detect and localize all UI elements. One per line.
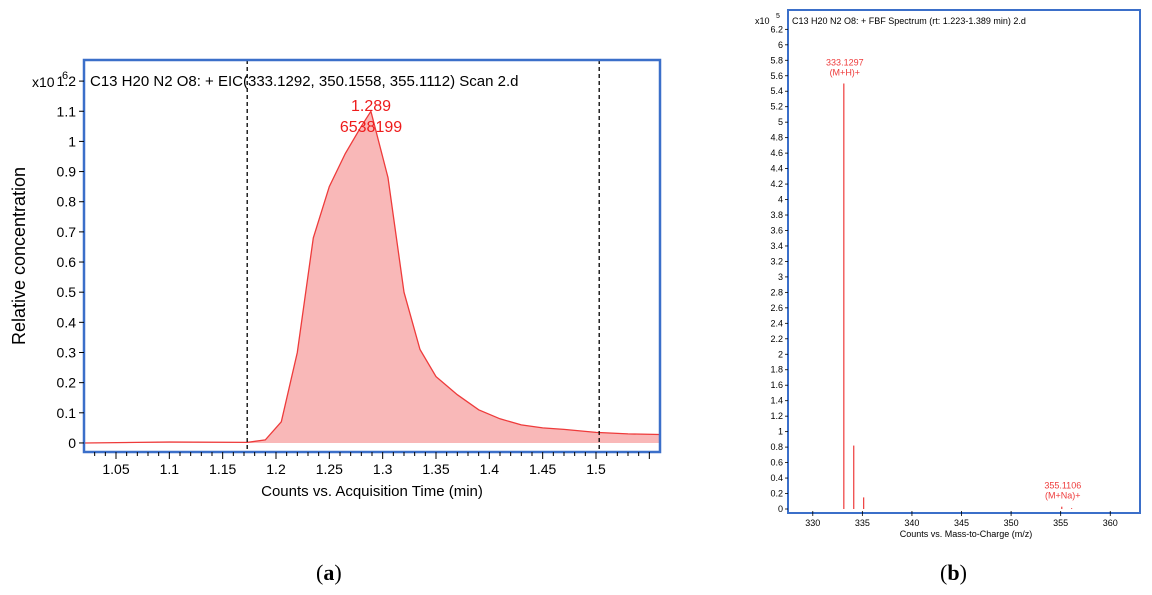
chart-a-y-tick-label: 0.8 <box>57 194 77 210</box>
chart-b-y-tick-label: 1.4 <box>770 396 783 406</box>
chart-a-y-tick-label: 0.9 <box>57 164 77 180</box>
chart-b-y-tick-label: 3.2 <box>770 256 783 266</box>
chart-a-x-tick-label: 1.45 <box>529 461 556 477</box>
chart-a-x-tick-label: 1.05 <box>102 461 129 477</box>
chart-a-y-axis-label: Relative concentration <box>9 167 29 345</box>
chart-b-x-axis-label: Counts vs. Mass-to-Charge (m/z) <box>900 529 1033 539</box>
chart-b-y-tick-label: 0.2 <box>770 489 783 499</box>
chart-b-y-tick-label: 2.2 <box>770 334 783 344</box>
chart-b-y-tick-label: 5.2 <box>770 102 783 112</box>
chart-b-y-tick-label: 3.4 <box>770 241 783 251</box>
caption-a-letter: a <box>323 560 335 585</box>
chart-a-x-axis-label: Counts vs. Acquisition Time (min) <box>261 483 483 500</box>
chart-b-y-tick-label: 1.8 <box>770 365 783 375</box>
caption-b: (b) <box>940 560 967 586</box>
chart-a-y-tick-label: 1 <box>68 133 76 149</box>
caption-a: (a) <box>316 560 342 586</box>
chart-b-x-tick-label: 360 <box>1103 518 1118 528</box>
chart-a-y-tick-label: 0.2 <box>57 375 77 391</box>
chart-b-x-tick-label: 340 <box>904 518 919 528</box>
chart-b-y-tick-label: 1 <box>778 427 783 437</box>
chart-a-x-tick-label: 1.1 <box>160 461 180 477</box>
chart-b-annotation: (M+Na)+ <box>1045 491 1081 501</box>
chart-b-y-tick-label: 2.6 <box>770 303 783 313</box>
chart-b-x-tick-label: 345 <box>954 518 969 528</box>
chart-b-x-tick-label: 355 <box>1053 518 1068 528</box>
chart-b-y-tick-label: 4 <box>778 195 783 205</box>
chart-a-y-exponent: 6 <box>62 70 68 82</box>
chart-b-y-tick-label: 1.2 <box>770 411 783 421</box>
chart-a-x-tick-label: 1.2 <box>266 461 286 477</box>
chart-b-y-tick-label: 6 <box>778 40 783 50</box>
caption-b-letter: b <box>947 560 960 585</box>
chart-b-y-tick-label: 4.2 <box>770 179 783 189</box>
chart-b-y-tick-label: 0 <box>778 504 783 514</box>
chart-a-area <box>84 111 660 444</box>
chart-b-y-tick-label: 6.2 <box>770 24 783 34</box>
chart-b-y-tick-label: 2.8 <box>770 287 783 297</box>
chart-a-y-tick-label: 0.1 <box>57 405 77 421</box>
chart-b-y-tick-label: 0.6 <box>770 458 783 468</box>
chart-a-x-tick-label: 1.15 <box>209 461 236 477</box>
chart-b-y-tick-label: 4.8 <box>770 133 783 143</box>
caption-a-open: ( <box>316 560 324 585</box>
chart-b-annotation: 355.1106 <box>1044 481 1081 491</box>
chart-b-y-tick-label: 3.8 <box>770 210 783 220</box>
chart-a-y-tick-label: 0.6 <box>57 254 77 270</box>
chart-b-y-tick-label: 5.8 <box>770 55 783 65</box>
chart-a-x-tick-label: 1.25 <box>316 461 343 477</box>
chart-b-y-tick-label: 0.4 <box>770 473 783 483</box>
chart-b-y-tick-label: 2.4 <box>770 318 783 328</box>
chart-b: 333.1297(M+H)+ 355.1106(M+Na)+ C13 H20 N2… <box>755 9 1141 539</box>
chart-a-peak-value-label: 6538199 <box>340 119 402 136</box>
chart-b-x-tick-label: 335 <box>855 518 870 528</box>
chart-b-y-tick-label: 4.4 <box>770 164 783 174</box>
chart-b-y-tick-label: 5 <box>778 117 783 127</box>
chart-b-x-tick-label: 350 <box>1004 518 1019 528</box>
chart-a-y-tick-label: 0.5 <box>57 284 77 300</box>
chart-a-series-line <box>84 109 660 444</box>
chart-a-y-tick-label: 1.1 <box>57 103 77 119</box>
caption-b-close: ) <box>959 560 967 585</box>
chart-b-y-tick-label: 5.6 <box>770 71 783 81</box>
caption-b-open: ( <box>940 560 948 585</box>
chart-a: C13 H20 N2 O8: + EIC(333.1292, 350.1558,… <box>9 58 662 500</box>
chart-b-annotation: (M+H)+ <box>830 67 861 77</box>
chart-a-x-tick-label: 1.35 <box>422 461 449 477</box>
chart-b-y-tick-label: 3 <box>778 272 783 282</box>
chart-b-x-tick-label: 330 <box>805 518 820 528</box>
chart-a-x-tick-label: 1.5 <box>586 461 606 477</box>
chart-b-annotation: 333.1297 <box>826 57 864 67</box>
chart-a-y-tick-label: 0 <box>68 435 76 451</box>
chart-b-frame <box>787 9 1141 514</box>
chart-b-y-tick-label: 0.8 <box>770 442 783 452</box>
chart-b-y-tick-label: 1.6 <box>770 380 783 390</box>
chart-b-y-tick-label: 3.6 <box>770 225 783 235</box>
chart-a-y-tick-label: 0.7 <box>57 224 77 240</box>
chart-b-y-tick-label: 2 <box>778 349 783 359</box>
chart-a-peak-x-label: 1.289 <box>351 98 391 115</box>
chart-b-y-multiplier: x10 <box>755 16 770 26</box>
chart-a-x-tick-label: 1.3 <box>373 461 393 477</box>
chart-b-y-exponent: 5 <box>776 13 780 20</box>
chart-a-y-tick-label: 0.3 <box>57 344 77 360</box>
chart-b-y-tick-label: 5.4 <box>770 86 783 96</box>
caption-a-close: ) <box>334 560 342 585</box>
chart-b-title: C13 H20 N2 O8: + FBF Spectrum (rt: 1.223… <box>792 16 1026 26</box>
chart-a-y-multiplier: x10 <box>32 74 55 90</box>
chart-a-y-tick-label: 0.4 <box>57 314 77 330</box>
chart-b-y-tick-label: 4.6 <box>770 148 783 158</box>
chart-a-x-tick-label: 1.4 <box>480 461 500 477</box>
chart-a-y-tick-label: 1.2 <box>57 73 77 89</box>
chart-a-title: C13 H20 N2 O8: + EIC(333.1292, 350.1558,… <box>90 73 519 90</box>
